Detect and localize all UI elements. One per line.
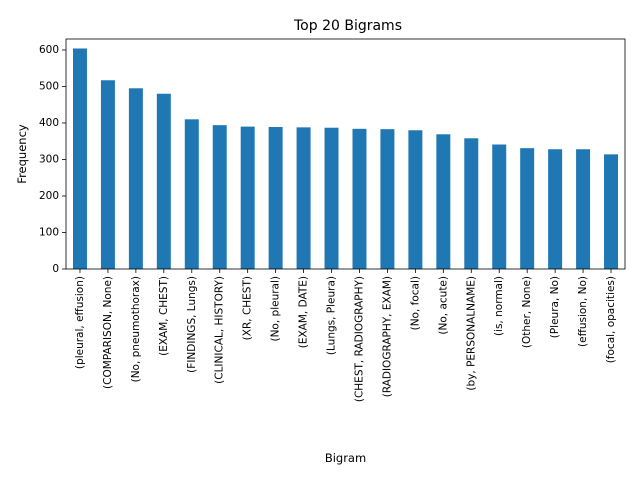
bar: [240, 126, 255, 269]
bar: [72, 48, 87, 269]
bar: [212, 125, 227, 270]
y-axis-label: Frequency: [15, 124, 29, 184]
bar: [128, 88, 143, 270]
x-tick-label: (COMPARISON, None): [102, 276, 114, 389]
x-tick-label: (effusion, No): [577, 276, 589, 347]
x-tick-label: (No, focal): [409, 276, 421, 330]
x-tick-label: (pleural, effusion): [74, 276, 86, 369]
x-tick-label: (No, pleural): [270, 276, 282, 342]
y-axis: 0 100 200 300 400 500 600: [39, 44, 66, 275]
y-tick-label: 200: [39, 190, 59, 202]
x-tick-label: (FINDINGS, Lungs): [186, 276, 198, 373]
bar: [296, 127, 311, 269]
x-tick-label: (Lungs, Pleura): [326, 276, 338, 355]
bar: [324, 127, 339, 269]
bar: [100, 80, 115, 269]
y-tick-label: 500: [39, 80, 59, 92]
bar: [492, 144, 507, 269]
x-tick-label: (No, pneumothorax): [130, 276, 142, 382]
bar: [576, 149, 591, 269]
y-tick-label: 400: [39, 117, 59, 129]
y-tick-label: 100: [39, 226, 59, 238]
bar: [408, 130, 423, 269]
x-tick-label: (EXAM, CHEST): [158, 276, 170, 356]
bar: [548, 149, 563, 269]
x-tick-label: (Other, None): [521, 276, 533, 348]
bar: [156, 93, 171, 269]
x-tick-label: (by, PERSONALNAME): [465, 276, 477, 391]
x-tick-label: (EXAM, DATE): [298, 276, 310, 348]
x-tick-label: (focal, opacities): [605, 276, 617, 363]
bar: [184, 119, 199, 269]
x-tick-label: (RADIOGRAPHY, EXAM): [381, 276, 393, 397]
x-axis-label: Bigram: [325, 451, 366, 465]
bar: [604, 154, 619, 269]
chart-title: Top 20 Bigrams: [293, 18, 402, 34]
x-tick-label: (CLINICAL, HISTORY): [214, 276, 226, 384]
x-axis: (pleural, effusion) (COMPARISON, None) (No…: [74, 269, 617, 402]
bar: [352, 128, 367, 269]
plot-frame: [65, 38, 626, 270]
x-tick-label: (No, acute): [437, 276, 449, 335]
bar: [464, 138, 479, 269]
y-tick-label: 0: [52, 263, 59, 275]
x-tick-label: (is, normal): [493, 276, 505, 336]
bar: [380, 129, 395, 269]
bar: [268, 126, 283, 269]
x-tick-label: (Pleura, No): [549, 276, 561, 338]
bar: [520, 148, 535, 269]
bars-group: [72, 48, 619, 270]
y-tick-label: 600: [39, 44, 59, 56]
bar: [436, 134, 451, 269]
x-tick-label: (XR, CHEST): [242, 276, 254, 340]
y-tick-label: 300: [39, 153, 59, 165]
x-tick-label: (CHEST, RADIOGRAPHY): [353, 276, 365, 402]
